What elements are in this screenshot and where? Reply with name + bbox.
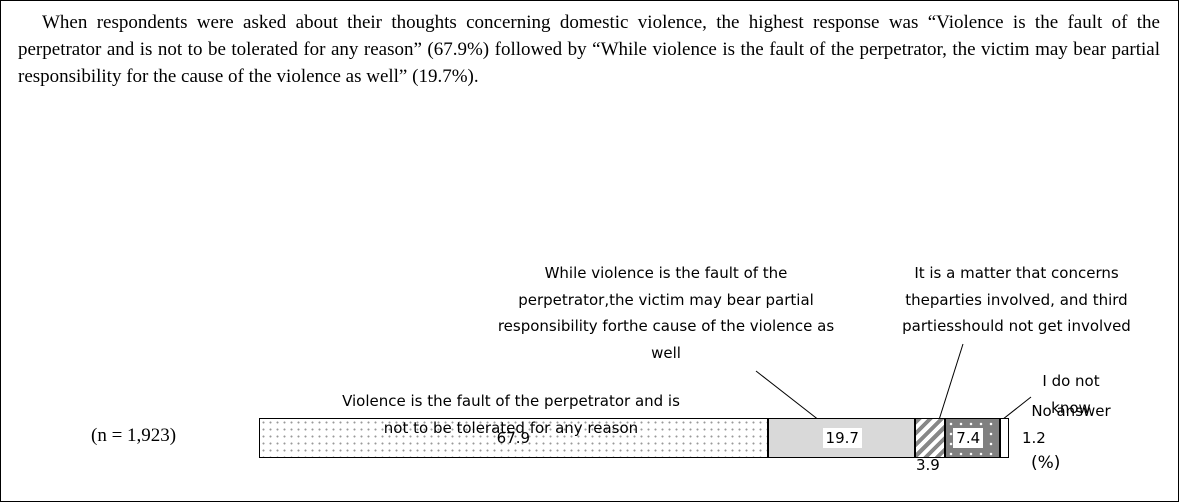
- bar-segment: [1000, 418, 1009, 458]
- paragraph: When respondents were asked about their …: [18, 12, 1160, 87]
- legend-label: Violence is the fault of the perpetrator…: [342, 392, 680, 437]
- value-label: 67.9: [496, 429, 531, 447]
- bar-segment: [259, 418, 768, 458]
- value-label: 19.7: [822, 428, 862, 448]
- bar-segment: [915, 418, 945, 458]
- value-label: 3.9: [915, 456, 940, 474]
- legend-label: I do not know: [1042, 372, 1100, 417]
- legend-label: While violence is the fault of the perpe…: [497, 264, 835, 362]
- category-label: (n = 1,923): [91, 425, 177, 446]
- legend-label: It is a matter that concerns theparties …: [902, 264, 1131, 335]
- value-label: 1.2: [1022, 429, 1046, 447]
- unit-label: (%): [1031, 453, 1061, 473]
- legend-label: No answer: [1031, 402, 1111, 420]
- value-label: 7.4: [953, 428, 984, 448]
